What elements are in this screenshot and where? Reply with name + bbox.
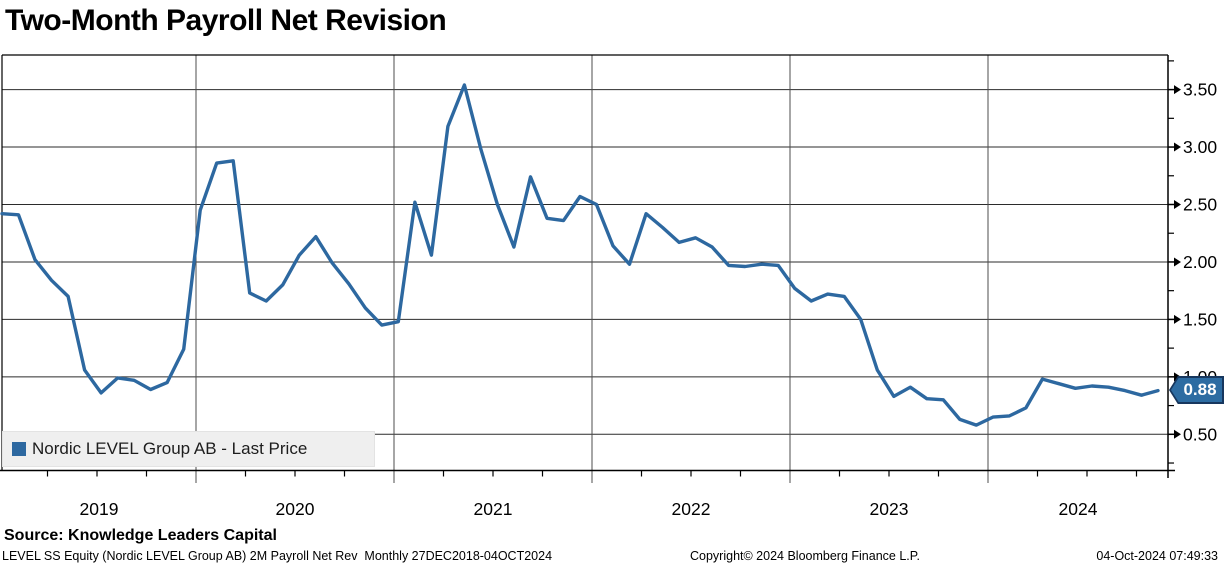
x-axis-year-label: 2024: [1059, 499, 1098, 519]
y-tick-arrow-icon: [1174, 85, 1181, 95]
y-axis-label: 1.50: [1183, 309, 1217, 329]
y-tick-arrow-icon: [1174, 257, 1181, 267]
legend-swatch-icon: [12, 442, 26, 456]
source-line: Source: Knowledge Leaders Capital: [4, 527, 277, 544]
x-axis-year-label: 2019: [80, 499, 119, 519]
x-axis-year-label: 2020: [276, 499, 315, 519]
last-price-badge-inner: 0.88: [1171, 378, 1222, 402]
last-price-badge: 0.88: [1169, 376, 1224, 404]
security-description: LEVEL SS Equity (Nordic LEVEL Group AB) …: [2, 549, 553, 563]
y-tick-arrow-icon: [1174, 314, 1181, 324]
y-axis-label: 3.50: [1183, 80, 1217, 100]
legend-label: Nordic LEVEL Group AB - Last Price: [32, 439, 308, 458]
x-axis-year-label: 2021: [474, 499, 513, 519]
page-title: Two-Month Payroll Net Revision: [5, 4, 447, 37]
x-axis-year-label: 2022: [672, 499, 711, 519]
y-axis-label: 2.00: [1183, 252, 1217, 272]
y-axis-label: 3.00: [1183, 137, 1217, 157]
copyright-notice: Copyright© 2024 Bloomberg Finance L.P.: [690, 549, 920, 563]
y-tick-arrow-icon: [1174, 142, 1181, 152]
timestamp: 04-Oct-2024 07:49:33: [1096, 549, 1218, 563]
legend: Nordic LEVEL Group AB - Last Price: [2, 431, 375, 467]
price-line: [0, 83, 1160, 427]
y-tick-arrow-icon: [1174, 200, 1181, 209]
y-axis-label: 0.50: [1183, 424, 1217, 444]
last-price-value: 0.88: [1183, 380, 1217, 399]
y-tick-arrow-icon: [1174, 429, 1181, 439]
x-axis-year-label: 2023: [870, 499, 909, 519]
y-axis-label: 2.50: [1183, 195, 1217, 215]
